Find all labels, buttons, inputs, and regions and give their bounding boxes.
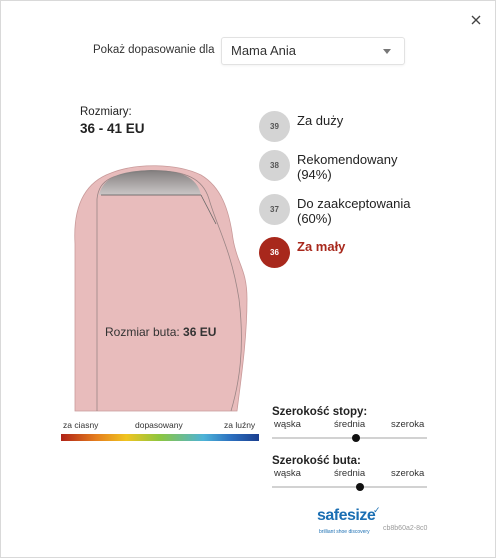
foot-shoe-illustration [74, 165, 248, 412]
size-option-label: Za mały [297, 239, 345, 254]
chevron-down-icon [383, 49, 391, 54]
sizes-label: Rozmiary: [80, 106, 132, 118]
fit-scale-bar [61, 434, 259, 441]
size-circle: 39 [259, 111, 290, 142]
foot-width-knob[interactable] [351, 434, 360, 442]
profile-select[interactable]: Mama Ania [221, 37, 405, 65]
size-circle: 38 [259, 150, 290, 181]
shoe-size-label: Rozmiar buta: [105, 325, 180, 339]
size-option-label: Do zaakceptowania (60%) [297, 196, 410, 226]
scale-label-loose: za luźny [224, 420, 256, 430]
size-option-label-line2: (94%) [297, 167, 332, 182]
size-option-label: Za duży [297, 113, 343, 128]
foot-width-track[interactable] [272, 437, 427, 439]
session-id: cb8b60a2-8c0 [383, 525, 428, 532]
size-option-label-line1: Za mały [297, 239, 346, 254]
foot-width-narrow: wąska [274, 419, 301, 430]
shoe-width-medium: średnia [334, 468, 366, 479]
shoe-width-track[interactable] [272, 486, 427, 488]
foot-width-wide: szeroka [391, 419, 425, 430]
shoe-width-title: Szerokość buta: [272, 455, 361, 467]
checkmark-icon: ✓ [373, 505, 381, 515]
size-circle: 36 [259, 237, 290, 268]
brand-name: safesize [317, 507, 376, 524]
profile-row: Pokaż dopasowanie dla Mama Ania [1, 37, 495, 65]
foot-width-medium: średnia [334, 419, 366, 430]
profile-select-value: Mama Ania [231, 43, 297, 58]
foot-width-title: Szerokość stopy: [272, 406, 368, 418]
shoe-width-narrow: wąska [274, 468, 301, 479]
scale-label-tight: za ciasny [63, 420, 99, 430]
close-icon[interactable] [469, 13, 483, 27]
safesize-logo: safesize ✓ brilliant shoe discovery [317, 505, 381, 535]
toe-shading [99, 170, 201, 195]
scale-label-fit: dopasowany [135, 420, 183, 430]
size-option-label-line1: Do zaakceptowania [297, 196, 411, 211]
size-circle: 37 [259, 194, 290, 225]
foot-outline [74, 165, 248, 412]
size-option-label: Rekomendowany (94%) [297, 152, 397, 182]
shoe-size-value: 36 EU [183, 325, 217, 339]
shoe-width-wide: szeroka [391, 468, 425, 479]
fit-scale-labels: za ciasny dopasowany za luźny [61, 420, 259, 432]
shoe-size-text: Rozmiar buta: 36 EU [105, 325, 216, 339]
size-option-label-line2: (60%) [297, 211, 332, 226]
size-option-label-line1: Za duży [297, 113, 344, 128]
shoe-width-knob[interactable] [356, 483, 365, 491]
brand-tagline: brilliant shoe discovery [319, 529, 370, 535]
size-option-label-line1: Rekomendowany [297, 152, 398, 167]
show-fit-label: Pokaż dopasowanie dla [93, 44, 215, 56]
sizes-range: 36 - 41 EU [80, 121, 145, 136]
